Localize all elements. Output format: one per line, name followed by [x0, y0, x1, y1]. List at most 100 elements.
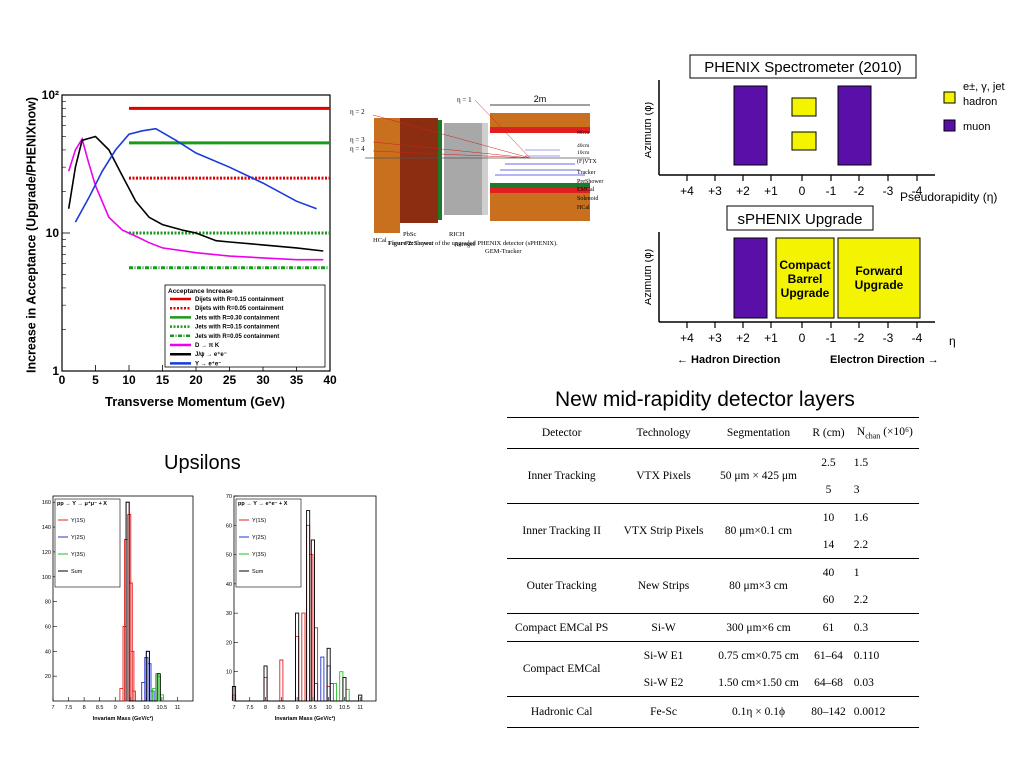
hist-y-tick: 70 [226, 494, 232, 500]
central-arm-bottom [791, 131, 817, 151]
eta-tick-label: +4 [680, 331, 694, 345]
hist-legend-label: Sum [71, 569, 83, 575]
cell-nchan: 3 [850, 476, 919, 504]
table-row: Inner Tracking VTX Pixels 50 μm × 425 μm 2.… [507, 448, 919, 504]
cell-detector: Compact EMCal PS [507, 613, 617, 642]
legend-muon-label: muon [963, 121, 991, 133]
hist-legend-label: Υ(3S) [252, 552, 266, 558]
cell-detector: Compact EMCal [507, 641, 617, 697]
table-row: 14 2.2 [507, 531, 919, 559]
r40-label: 40cm [577, 143, 590, 149]
acceptance-legend-label: Dijets with R=0.05 containment [195, 306, 284, 312]
table-header-row: Detector Technology Segmentation R (cm) … [507, 417, 919, 449]
hist-y-tick: 30 [226, 611, 232, 617]
acceptance-x-tick: 40 [323, 373, 337, 387]
caption-figure-number: Figure 2: [388, 240, 414, 247]
table-row: Hadronic Cal Fe-Sc 0.1η × 0.1ϕ 80–142 0.0012 [507, 697, 919, 728]
cell-technology: Fe-Sc [650, 706, 677, 718]
aerogel-block [482, 123, 488, 215]
compact-label-2: Barrel [788, 272, 823, 286]
forward-label-2: Upgrade [855, 278, 904, 292]
electron-direction: Electron Direction → [830, 354, 939, 366]
forward-upgrade-box [837, 237, 921, 319]
hist-x-tick: 10 [143, 705, 149, 711]
pseudorapidity-label: Pseudorapidity (η) [900, 190, 997, 204]
legend-hadron-label: hadron [963, 96, 997, 108]
muon-arm-right [837, 85, 872, 166]
hist-mumu-legend [54, 498, 121, 588]
table-row: Outer Tracking New Strips 80 μm×3 cm 40 1 [507, 558, 919, 614]
acceptance-y-tick: 1 [52, 364, 59, 378]
cell-nchan: 1.6 [853, 511, 869, 524]
acceptance-x-tick: 25 [223, 373, 237, 387]
aerogel-label: Aerogel [454, 241, 475, 248]
cell-technology: VTX Strip Pixels [616, 503, 711, 559]
eta-1-label: η = 1 [457, 96, 472, 104]
sphenix-title: sPHENIX Upgrade [737, 211, 862, 228]
r10-label: 10cm [577, 150, 590, 156]
cell-r: 14 [806, 531, 851, 559]
hist-mumu-xlabel: Invariam Mass (GeV/c²) [93, 715, 154, 722]
acceptance-legend-label: Υ → e⁺e⁻ [195, 360, 221, 367]
eta-tick-label: 0 [799, 331, 806, 345]
cell-detector: Outer Tracking [507, 558, 617, 614]
hist-y-tick: 100 [42, 575, 51, 581]
rich-block [444, 123, 482, 215]
table-row: Si-W E2 1.50 cm×1.50 cm 64–68 0.03 [507, 669, 919, 697]
cell-technology: New Strips [616, 558, 711, 614]
hist-x-tick: 7.5 [65, 705, 73, 711]
cell-detector: Hadronic Cal [530, 706, 593, 718]
hist-x-tick: 9.5 [127, 705, 135, 711]
acceptance-x-tick: 0 [59, 373, 66, 387]
hist-legend-label: Υ(2S) [252, 535, 266, 541]
vtx-label: (F)VTX [577, 158, 597, 165]
spectrometer-title-box [689, 54, 917, 79]
hist-x-tick: 10.5 [339, 705, 350, 711]
scale-label: 2m [534, 94, 547, 104]
header-r: R (cm) [806, 417, 851, 449]
acceptance-legend-label: Jets with R=0.30 containment [195, 315, 279, 321]
hcal-right-label: HCal [577, 205, 590, 211]
hist-x-tick: 8 [83, 705, 86, 711]
acceptance-x-tick: 20 [189, 373, 203, 387]
acceptance-ylabel: Increase in Acceptance (Upgrade/PHENIXno… [25, 97, 38, 373]
cell-r: 40 [822, 566, 835, 579]
hist-y-tick: 60 [45, 624, 51, 630]
emcal-label: EMCal [577, 187, 595, 193]
eta-tick-label: -1 [826, 331, 837, 345]
eta-tick-label: -4 [912, 184, 923, 198]
caption-text: Layout of the upgraded PHENIX detector (… [414, 240, 558, 247]
hcal-left-label: HCal [373, 237, 387, 244]
detector-layout: 2m η = 2 η = 3 η = 4 η = 1 HCal PbSc Pre… [350, 94, 603, 255]
azimuth-axis-1: Azimuth (ϕ) [645, 102, 654, 158]
hist-x-tick: 11 [357, 705, 363, 711]
hist-y-tick: 20 [226, 640, 232, 646]
eta-tick-label: -2 [854, 331, 865, 345]
central-arm-top [791, 97, 817, 117]
cell-technology: Si-W E2 [616, 669, 711, 697]
hist-y-tick: 10 [226, 670, 232, 676]
compact-label-1: Compact [779, 258, 830, 272]
acceptance-x-tick: 30 [256, 373, 270, 387]
muon-arm-upgrade [733, 237, 768, 319]
spectrometer-diagram: PHENIX Spectrometer (2010) Azimuth (ϕ) +… [645, 54, 1005, 366]
hist-y-tick: 20 [45, 674, 51, 680]
hist-legend-label: Υ(3S) [71, 552, 85, 558]
preshower-right-label: PreShower [577, 179, 603, 185]
cell-detector: Inner Tracking II [507, 503, 617, 559]
hist-y-tick: 140 [42, 525, 51, 531]
hist-x-tick: 8.5 [278, 705, 286, 711]
detector-table-wrap: Detector Technology Segmentation R (cm) … [507, 417, 919, 728]
header-technology: Technology [616, 417, 711, 449]
hist-series [231, 524, 331, 702]
hist-y-tick: 80 [45, 600, 51, 606]
hist-y-tick: 40 [45, 649, 51, 655]
acceptance-legend-label: Jets with R=0.15 containment [195, 325, 279, 331]
eta-tick-label: 0 [799, 184, 806, 198]
cell-segmentation: 1.50 cm×1.50 cm [710, 669, 807, 697]
spectrometer-title: PHENIX Spectrometer (2010) [704, 59, 902, 76]
acceptance-x-tick: 10 [122, 373, 136, 387]
gem-tracker-label: GEM-Tracker [485, 248, 522, 255]
hist-series [332, 671, 350, 702]
